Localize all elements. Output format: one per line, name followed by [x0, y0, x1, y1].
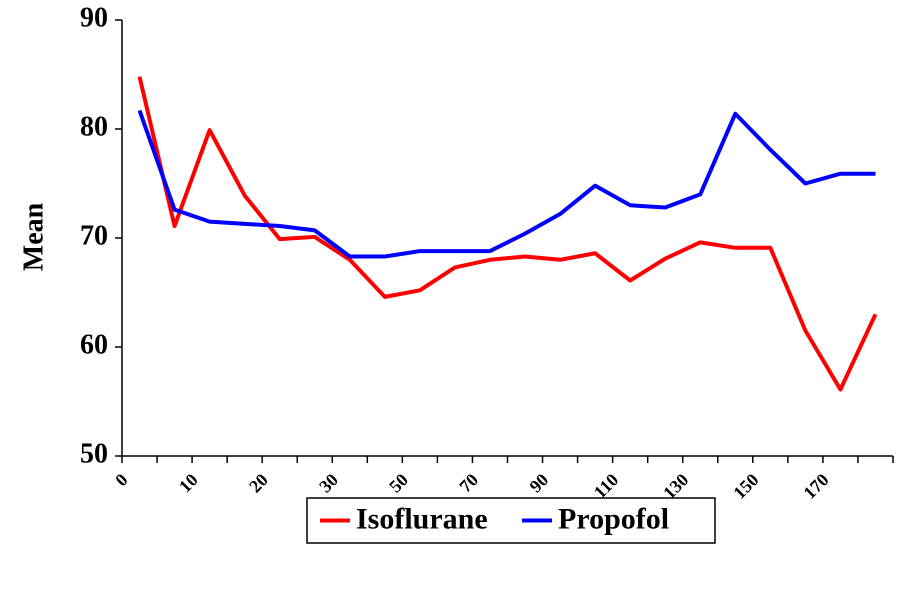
- y-tick-label: 70: [80, 220, 108, 251]
- series-line: [137, 109, 876, 259]
- x-tick-label: 170: [799, 470, 832, 503]
- y-tick-label: 60: [80, 329, 108, 360]
- y-axis-label: Mean: [18, 202, 49, 271]
- legend-box: [306, 497, 716, 544]
- x-tick-label: 20: [245, 470, 272, 497]
- x-tick-label: 50: [385, 470, 412, 497]
- y-tick-label: 50: [80, 438, 108, 469]
- x-tick-label: 30: [315, 470, 342, 497]
- y-tick-label: 80: [80, 111, 108, 142]
- x-tick-label: 90: [525, 470, 552, 497]
- series-line: [137, 76, 878, 392]
- y-tick-label: 90: [80, 2, 108, 33]
- legend-label: Isoflurane: [356, 502, 488, 535]
- x-tick-label: 0: [111, 470, 132, 491]
- x-tick-label: 70: [455, 470, 482, 497]
- x-tick-label: 10: [175, 470, 202, 497]
- legend-label: Propofol: [558, 502, 669, 535]
- x-tick-label: 150: [729, 470, 762, 503]
